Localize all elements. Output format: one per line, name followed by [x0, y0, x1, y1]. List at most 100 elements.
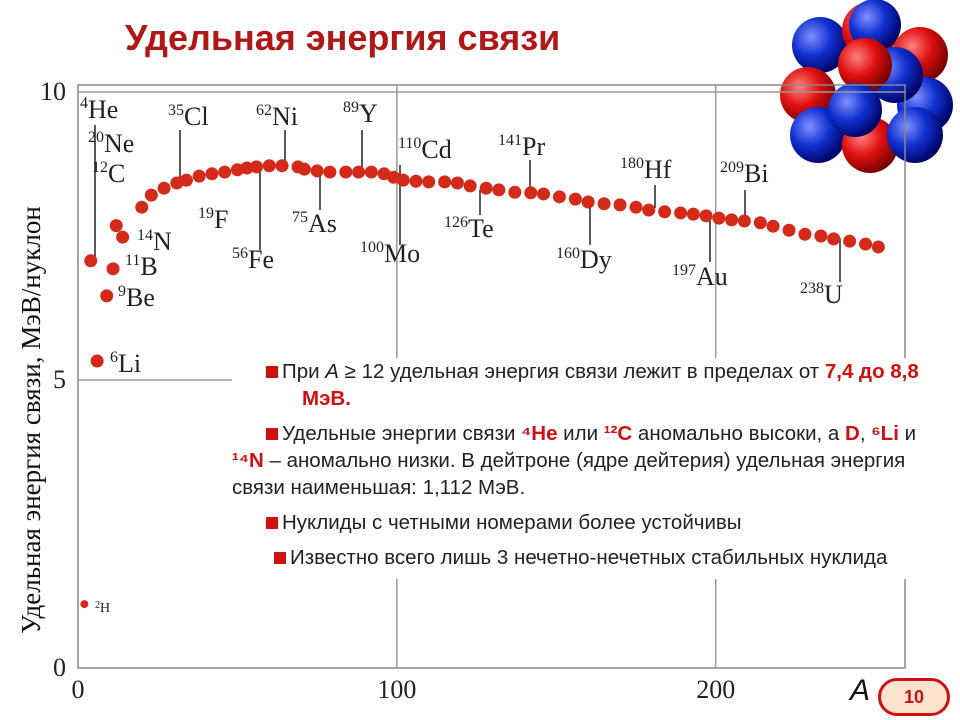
data-point [524, 186, 538, 200]
y-tick-label: 5 [53, 365, 66, 394]
data-point [250, 160, 264, 174]
element-symbol: F [214, 205, 228, 234]
bullet: Удельные энергии связи ⁴He или ¹²C анома… [232, 420, 952, 501]
data-point [537, 187, 551, 201]
element-symbol: Te [468, 214, 494, 243]
mass-number: 9 [118, 283, 126, 300]
text-run: ≥ 12 удельная энергия связи лежит в пред… [338, 360, 825, 383]
bullet: При A ≥ 12 удельная энергия связи лежит … [232, 358, 952, 412]
data-point [450, 176, 464, 190]
data-point [686, 207, 700, 221]
data-point [262, 159, 276, 173]
mass-number: 110 [398, 135, 421, 152]
text-run: аномально высоки, а [632, 422, 846, 445]
data-point [642, 203, 656, 217]
element-label: 20Ne [88, 129, 134, 158]
element-symbol: Bi [744, 159, 769, 188]
data-point [116, 230, 130, 244]
element-label: 238U [800, 280, 843, 309]
data-point [409, 174, 423, 188]
element-symbol: As [308, 209, 337, 238]
data-point [814, 229, 828, 243]
data-point [827, 232, 841, 246]
element-label: 197Au [672, 262, 728, 291]
element-label: 62Ni [256, 102, 298, 131]
bullet-marker [266, 428, 278, 440]
data-point [106, 262, 120, 276]
data-point [422, 175, 436, 189]
element-symbol: Be [126, 283, 155, 312]
data-point [479, 181, 493, 195]
y-axis-label: Удельная энергия связи, МэВ/нуклон [16, 206, 46, 634]
mass-number: 6 [110, 349, 118, 366]
x-tick-label: 0 [72, 675, 85, 704]
element-symbol: Hf [644, 155, 672, 184]
element-label: 6Li [110, 349, 141, 378]
data-point [782, 223, 796, 237]
element-symbol: Ne [104, 129, 134, 158]
element-symbol: Cd [421, 135, 451, 164]
mass-number: 56 [232, 245, 248, 262]
text-run: Известно всего лишь 3 нечетно-нечетных с… [290, 546, 888, 569]
mass-number: 20 [88, 129, 104, 146]
data-point [205, 167, 219, 181]
element-label: 141Pr [498, 132, 545, 161]
mass-number: 4 [80, 95, 88, 112]
atom-icon [780, 0, 953, 173]
element-symbol: Dy [580, 245, 612, 274]
mass-number: 14 [137, 227, 153, 244]
x-tick-label: 100 [377, 675, 416, 704]
y-tick-label: 0 [53, 653, 66, 682]
data-point [798, 227, 812, 241]
mass-number: 100 [360, 239, 384, 256]
data-point [135, 200, 149, 214]
mass-number: 160 [556, 245, 580, 262]
data-point [674, 206, 688, 220]
x-tick-label: 200 [696, 675, 735, 704]
element-symbol: U [824, 280, 843, 309]
element-symbol: Mo [384, 239, 420, 268]
data-point [80, 600, 89, 609]
data-point [568, 192, 582, 206]
mass-number: 89 [343, 99, 359, 116]
text-run: или [557, 422, 604, 445]
data-point [463, 179, 477, 193]
data-point [323, 165, 337, 179]
data-point [352, 165, 366, 179]
text-run: ¹²C [603, 422, 633, 445]
data-point [508, 185, 522, 199]
data-point [240, 161, 254, 175]
element-label: 56Fe [232, 245, 274, 274]
element-symbol: H [100, 601, 110, 616]
mass-number: 141 [498, 132, 522, 149]
element-symbol: Pr [522, 132, 545, 161]
element-symbol: Au [696, 262, 728, 291]
element-label: 110Cd [398, 135, 452, 164]
text-run: – аномально низки. В дейтроне (ядре дейт… [232, 449, 906, 499]
y-tick-label: 10 [40, 77, 66, 106]
data-point [871, 240, 885, 254]
element-symbol: N [153, 227, 172, 256]
element-label: 180Hf [620, 155, 672, 184]
mass-number: 180 [620, 155, 644, 172]
bullet-marker [266, 517, 278, 529]
data-point [310, 164, 324, 178]
data-point [492, 183, 506, 197]
mass-number: 62 [256, 102, 272, 119]
element-label: 75As [292, 209, 337, 238]
element-symbol: Ni [272, 102, 298, 131]
text-run: ⁶Li [871, 422, 899, 445]
element-label: 89Y [343, 99, 378, 128]
element-label: 209Bi [720, 159, 769, 188]
element-label: 126Te [444, 214, 494, 243]
mass-number: 75 [292, 209, 308, 226]
element-label: 12C [92, 159, 125, 188]
text-run: 7,4 до 8,8 МэВ. [302, 360, 919, 410]
mass-number: 11 [125, 252, 140, 269]
text-run: ¹⁴N [232, 449, 264, 472]
element-symbol: Fe [248, 245, 274, 274]
data-point [339, 165, 353, 179]
mass-number: 35 [168, 102, 184, 119]
data-point [658, 205, 672, 219]
